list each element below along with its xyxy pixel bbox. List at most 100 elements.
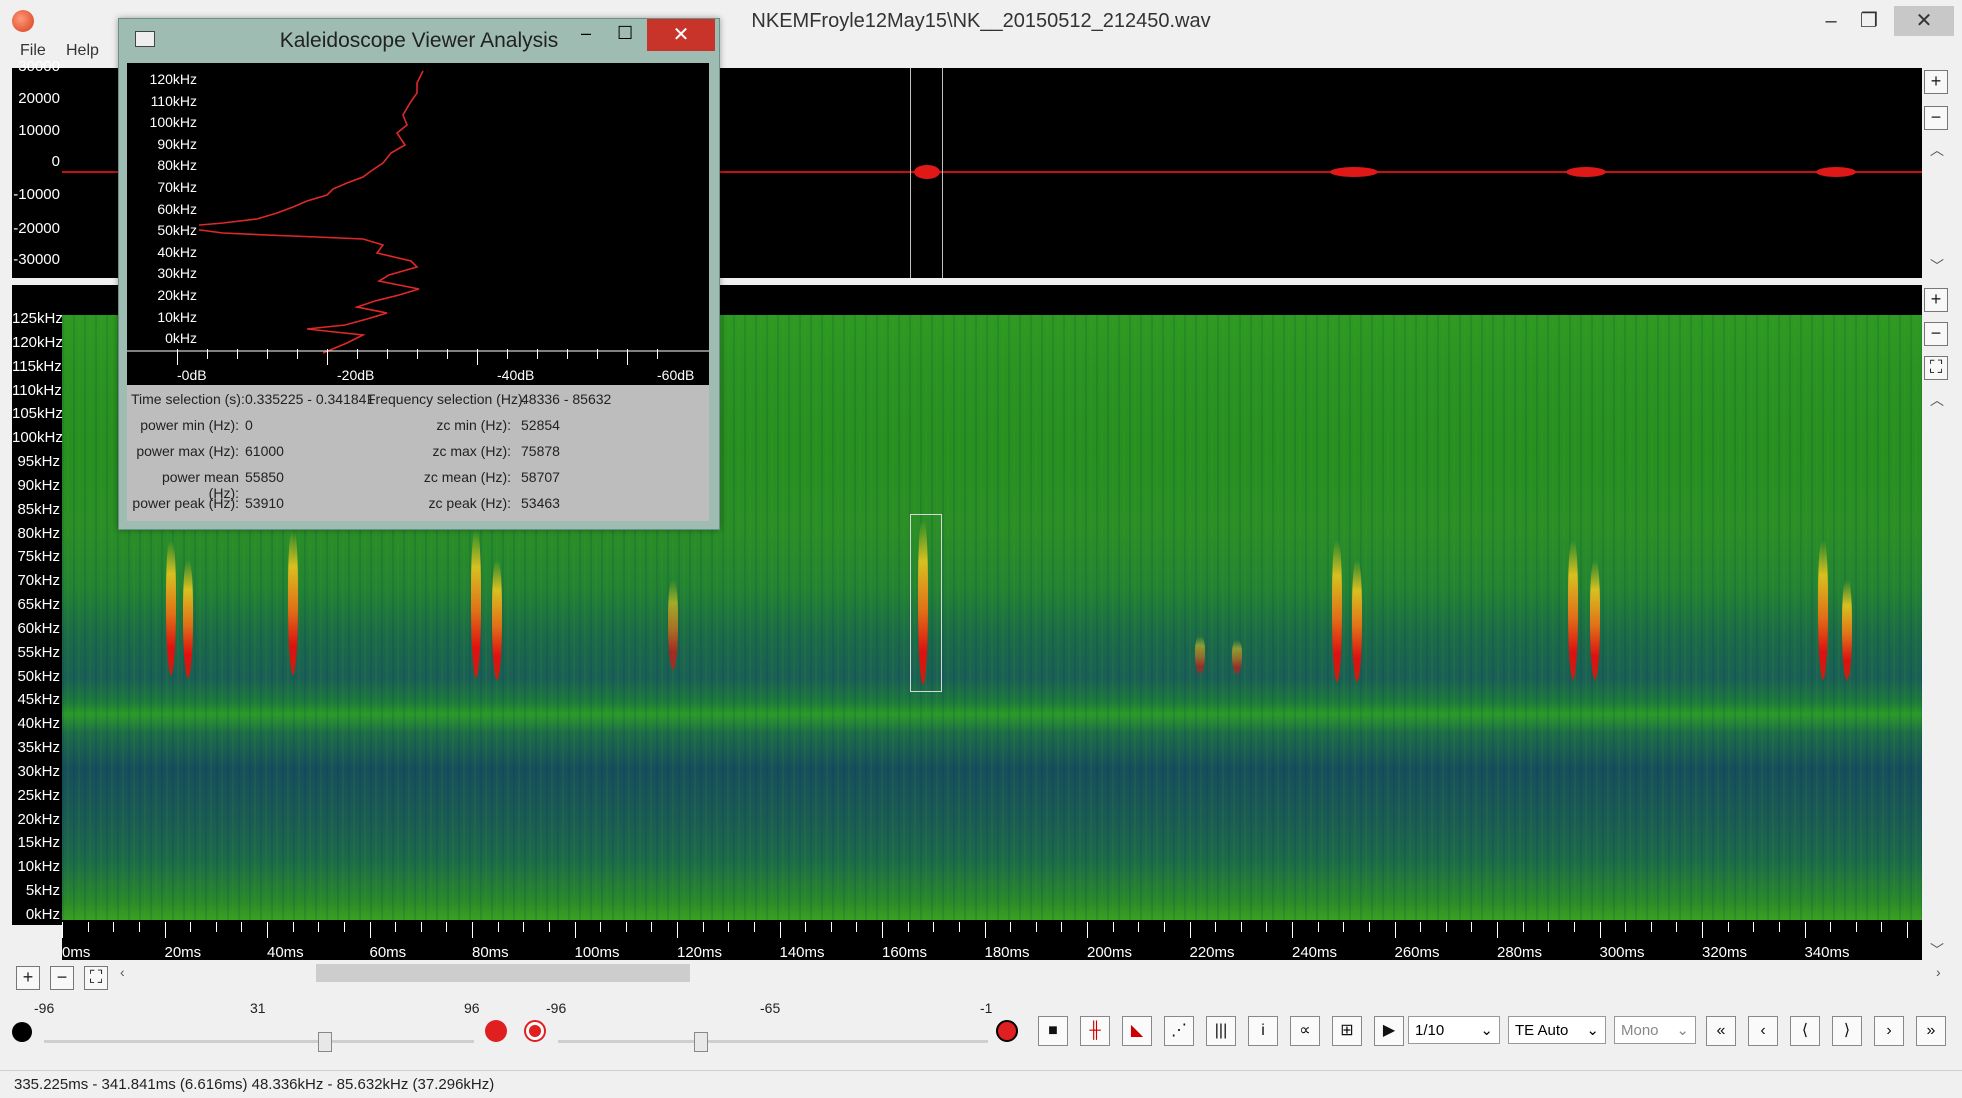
waveform-burst — [1816, 167, 1856, 177]
record-start-icon[interactable] — [996, 1020, 1018, 1042]
time-axis — [62, 920, 1922, 960]
dialog-minimize-button[interactable]: – — [581, 23, 592, 43]
threshold-slider-track[interactable] — [558, 1040, 988, 1043]
info-button[interactable]: i — [1248, 1016, 1278, 1046]
freq-label: 45kHz — [17, 691, 60, 709]
freq-label: 100kHz — [12, 429, 63, 447]
columns-view-button[interactable]: ||| — [1206, 1016, 1236, 1046]
time-label: 140ms — [779, 944, 825, 961]
record-toggle-icon[interactable] — [524, 1020, 546, 1042]
time-fit-button[interactable]: ⛶ — [84, 966, 108, 990]
menu-help[interactable]: Help — [66, 42, 99, 59]
db-tick — [417, 349, 418, 359]
horizontal-scroll-thumb[interactable] — [316, 964, 690, 982]
time-label: 180ms — [984, 944, 1030, 961]
selection-start-line[interactable] — [910, 68, 911, 278]
freq-label: 20kHz — [17, 810, 60, 828]
time-tick — [625, 922, 627, 932]
chevron-down-icon: ⌄ — [1676, 1022, 1689, 1039]
bat-call — [1590, 560, 1600, 680]
time-tick — [113, 922, 115, 932]
threshold-slider-thumb[interactable] — [694, 1032, 708, 1052]
time-label: 80ms — [472, 944, 509, 961]
previous-marker-button[interactable]: ⟨ — [1790, 1016, 1820, 1046]
wave-zoom-in-button[interactable]: + — [1924, 70, 1948, 94]
dialog-app-icon — [135, 31, 155, 47]
time-label: 100ms — [574, 944, 620, 961]
time-tick — [1727, 922, 1729, 932]
time-tick — [753, 922, 755, 932]
scroll-right-icon[interactable]: › — [1936, 964, 1941, 980]
dialog-maximize-button[interactable]: ☐ — [617, 23, 634, 43]
time-zoom-out-button[interactable]: − — [50, 966, 74, 990]
freq-label: 40kHz — [17, 715, 60, 733]
last-file-button[interactable]: » — [1916, 1016, 1946, 1046]
next-marker-button[interactable]: ⟩ — [1832, 1016, 1862, 1046]
time-tick — [1189, 922, 1191, 938]
dialog-freq-label: 30kHz — [131, 265, 199, 282]
time-tick — [882, 922, 883, 938]
freq-label: 10kHz — [17, 858, 60, 876]
power-spectrum-plot — [127, 63, 709, 385]
wave-tick: 30000 — [18, 58, 60, 75]
wave-tick: -30000 — [13, 251, 60, 268]
previous-file-button[interactable]: ‹ — [1748, 1016, 1778, 1046]
bat-call — [1568, 540, 1578, 680]
selection-box[interactable] — [910, 514, 942, 692]
te-mode-select[interactable]: TE Auto ⌄ — [1508, 1016, 1606, 1044]
power-spectrum-svg — [127, 70, 709, 354]
analysis-button[interactable]: ∝ — [1290, 1016, 1320, 1046]
spec-fit-button[interactable]: ⛶ — [1924, 356, 1948, 380]
time-tick — [1650, 922, 1652, 932]
time-tick — [1497, 922, 1498, 938]
stop-button[interactable]: ■ — [1038, 1016, 1068, 1046]
db-tick — [627, 349, 628, 365]
gain-slider-track[interactable] — [44, 1040, 474, 1043]
time-selection-label: Time selection (s): — [131, 391, 245, 407]
waveform-view-button[interactable]: ╫ — [1080, 1016, 1110, 1046]
freq-label: 95kHz — [17, 453, 60, 471]
zc-view-button[interactable]: ⋰ — [1164, 1016, 1194, 1046]
time-tick — [1548, 922, 1550, 932]
channel-select[interactable]: Mono ⌄ — [1614, 1016, 1696, 1044]
close-button[interactable]: ✕ — [1894, 6, 1954, 36]
waveform-burst — [1566, 167, 1606, 177]
spec-scroll-up-icon[interactable]: ︿ — [1930, 392, 1944, 408]
wave-zoom-out-button[interactable]: − — [1924, 106, 1948, 130]
time-zoom-in-button[interactable]: + — [16, 966, 40, 990]
spec-scroll-down-icon[interactable]: ﹀ — [1930, 942, 1944, 958]
first-file-button[interactable]: « — [1706, 1016, 1736, 1046]
db-label: -0dB — [177, 367, 207, 383]
spec-zoom-out-button[interactable]: − — [1924, 322, 1948, 346]
bat-call — [183, 560, 193, 678]
labels-button[interactable]: ⊞ — [1332, 1016, 1362, 1046]
freq-label: 115kHz — [12, 357, 62, 375]
scroll-left-icon[interactable]: ‹ — [120, 964, 125, 980]
db-tick — [327, 349, 328, 365]
minimize-button[interactable]: – — [1825, 10, 1837, 32]
bat-call — [1842, 580, 1852, 680]
next-file-button[interactable]: › — [1874, 1016, 1904, 1046]
restore-button[interactable]: ❐ — [1860, 10, 1878, 32]
wave-scroll-up-icon[interactable]: ︿ — [1930, 142, 1944, 158]
wave-scroll-down-icon[interactable]: ﹀ — [1930, 258, 1944, 274]
time-tick — [958, 922, 960, 932]
spectrogram-view-button[interactable]: ◣ — [1122, 1016, 1152, 1046]
play-dot-icon[interactable] — [12, 1022, 32, 1042]
speed-select[interactable]: 1/10 ⌄ — [1408, 1016, 1500, 1044]
bat-call — [1195, 636, 1205, 674]
zc-peak-value: 53463 — [521, 495, 560, 511]
play-button[interactable]: ▶ — [1374, 1016, 1404, 1046]
time-tick — [395, 922, 397, 932]
time-tick — [215, 922, 217, 932]
gain-slider-thumb[interactable] — [318, 1032, 332, 1052]
freq-label: 125kHz — [12, 310, 63, 327]
dialog-close-button[interactable]: ✕ — [647, 19, 715, 51]
selection-end-line[interactable] — [942, 68, 943, 278]
menu-file[interactable]: File — [20, 42, 46, 59]
freq-label: 85kHz — [17, 500, 60, 518]
db-tick — [657, 349, 658, 359]
record-icon[interactable] — [485, 1020, 507, 1042]
spec-zoom-in-button[interactable]: + — [1924, 288, 1948, 312]
db-tick — [597, 349, 598, 359]
